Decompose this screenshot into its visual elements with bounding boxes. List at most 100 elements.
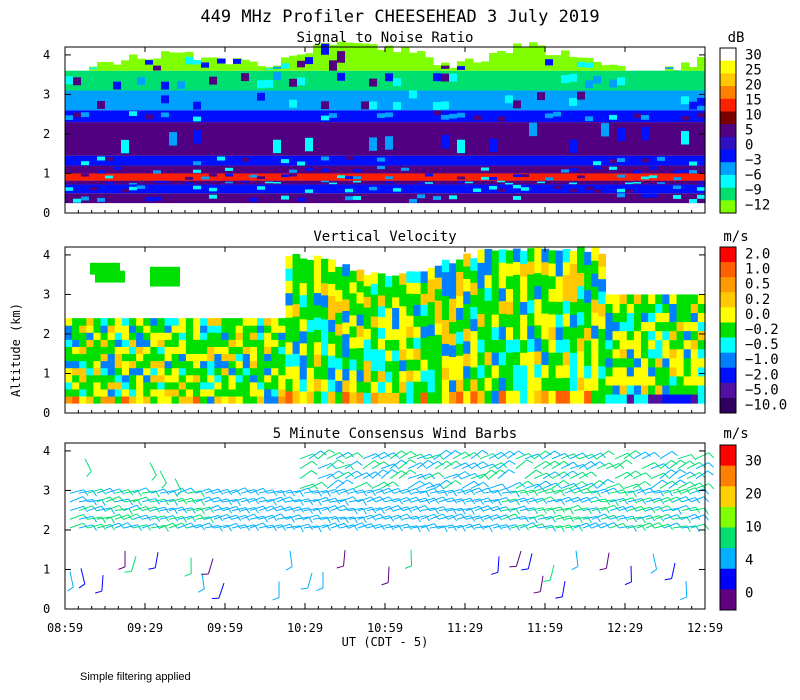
vv-cell bbox=[292, 390, 301, 404]
vv-cell bbox=[100, 318, 109, 326]
wind-barb bbox=[551, 471, 565, 480]
vv-cell bbox=[399, 370, 407, 382]
snr-cell bbox=[465, 156, 474, 161]
vv-cell bbox=[662, 294, 671, 304]
wind-barb-flag bbox=[591, 471, 597, 477]
snr-cell bbox=[81, 173, 90, 177]
vv-cell bbox=[641, 366, 649, 377]
snr-cell bbox=[217, 165, 226, 174]
vv-cell bbox=[669, 330, 678, 341]
snr-cell bbox=[321, 173, 330, 181]
snr-cell bbox=[217, 141, 226, 155]
wind-barb bbox=[425, 454, 440, 460]
wind-barb bbox=[204, 496, 219, 503]
snr-cell bbox=[169, 193, 178, 204]
wind-barb bbox=[501, 507, 516, 512]
vv-cell bbox=[641, 357, 649, 368]
snr-cell bbox=[425, 185, 434, 189]
wind-barb-flag bbox=[545, 460, 552, 466]
wind-barb bbox=[434, 460, 448, 470]
vv-cell bbox=[477, 262, 486, 276]
snr-cell bbox=[433, 173, 442, 181]
wind-barb-flag bbox=[591, 482, 598, 489]
snr-cell bbox=[161, 70, 170, 91]
vv-cell bbox=[150, 381, 159, 390]
vv-cell bbox=[477, 287, 486, 302]
snr-cell bbox=[297, 122, 306, 156]
wind-barb-flag bbox=[518, 450, 525, 456]
snr-cell bbox=[601, 155, 610, 166]
snr-cell bbox=[361, 90, 370, 111]
snr-cell bbox=[697, 112, 706, 118]
wind-barb bbox=[357, 514, 372, 520]
vv-cell bbox=[257, 360, 265, 369]
snr-cell bbox=[649, 175, 658, 179]
vv-cell bbox=[598, 353, 607, 367]
vv-cell bbox=[406, 271, 415, 283]
wind-barb-flag bbox=[407, 488, 413, 496]
wind-barb bbox=[348, 489, 363, 494]
x-tick-label: 10:29 bbox=[287, 621, 323, 635]
colorbar-swatch bbox=[720, 292, 736, 308]
wind-barb-flag bbox=[182, 516, 187, 523]
wind-barb bbox=[443, 450, 456, 460]
wind-barb bbox=[663, 507, 678, 512]
snr-cell bbox=[457, 112, 466, 118]
vv-cell bbox=[683, 321, 692, 332]
snr-cell bbox=[561, 184, 570, 194]
wind-barb bbox=[497, 450, 510, 460]
vv-cell bbox=[79, 388, 87, 397]
vv-cell bbox=[683, 366, 692, 377]
wind-barb bbox=[465, 515, 480, 520]
vv-cell bbox=[420, 337, 429, 349]
snr-cell bbox=[265, 173, 274, 181]
snr-cell bbox=[177, 70, 186, 91]
vv-cell bbox=[498, 339, 507, 353]
wind-barb bbox=[492, 524, 507, 529]
wind-barb-flag bbox=[362, 489, 368, 496]
snr-cell bbox=[577, 175, 586, 179]
vv-cell bbox=[143, 332, 151, 340]
snr-cell bbox=[177, 165, 186, 174]
wind-barb-flag bbox=[501, 483, 508, 490]
snr-cell bbox=[289, 110, 298, 123]
wind-barb bbox=[627, 524, 642, 529]
snr-cell bbox=[89, 180, 98, 185]
snr-cell bbox=[681, 131, 690, 145]
wind-barb-flag bbox=[110, 516, 115, 524]
vv-cell bbox=[328, 367, 336, 380]
colorbar-label: 1.0 bbox=[745, 262, 770, 278]
snr-cell bbox=[81, 165, 90, 174]
snr-cell bbox=[649, 165, 658, 174]
wind-barb bbox=[533, 460, 547, 470]
snr-cell bbox=[169, 52, 178, 71]
snr-cell bbox=[449, 67, 458, 71]
snr-cell bbox=[297, 77, 306, 86]
snr-cell bbox=[457, 165, 466, 174]
vv-cell bbox=[200, 374, 208, 383]
wind-barb-flag bbox=[409, 469, 417, 474]
vv-cell bbox=[328, 283, 336, 296]
vv-cell bbox=[697, 385, 706, 395]
wind-barb-flag bbox=[537, 453, 544, 460]
wind-barb-flag bbox=[190, 522, 197, 529]
vv-cell bbox=[463, 390, 471, 404]
wind-barb bbox=[501, 524, 516, 529]
wind-barb-flag bbox=[200, 499, 205, 506]
vv-cell bbox=[676, 385, 685, 395]
snr-cell bbox=[441, 65, 450, 69]
wind-barb bbox=[470, 481, 484, 489]
vv-cell bbox=[306, 391, 315, 404]
wind-barb-flag bbox=[446, 460, 453, 466]
snr-cell bbox=[665, 122, 674, 156]
wind-barb bbox=[690, 496, 705, 503]
vv-cell bbox=[207, 388, 215, 397]
wind-barb bbox=[231, 514, 246, 520]
vv-cell bbox=[598, 316, 607, 329]
wind-barb bbox=[452, 462, 466, 470]
wind-barb bbox=[623, 450, 636, 460]
snr-cell bbox=[193, 180, 202, 185]
wind-barb bbox=[650, 463, 665, 470]
vv-cell bbox=[505, 301, 514, 315]
vv-cell bbox=[257, 353, 265, 362]
